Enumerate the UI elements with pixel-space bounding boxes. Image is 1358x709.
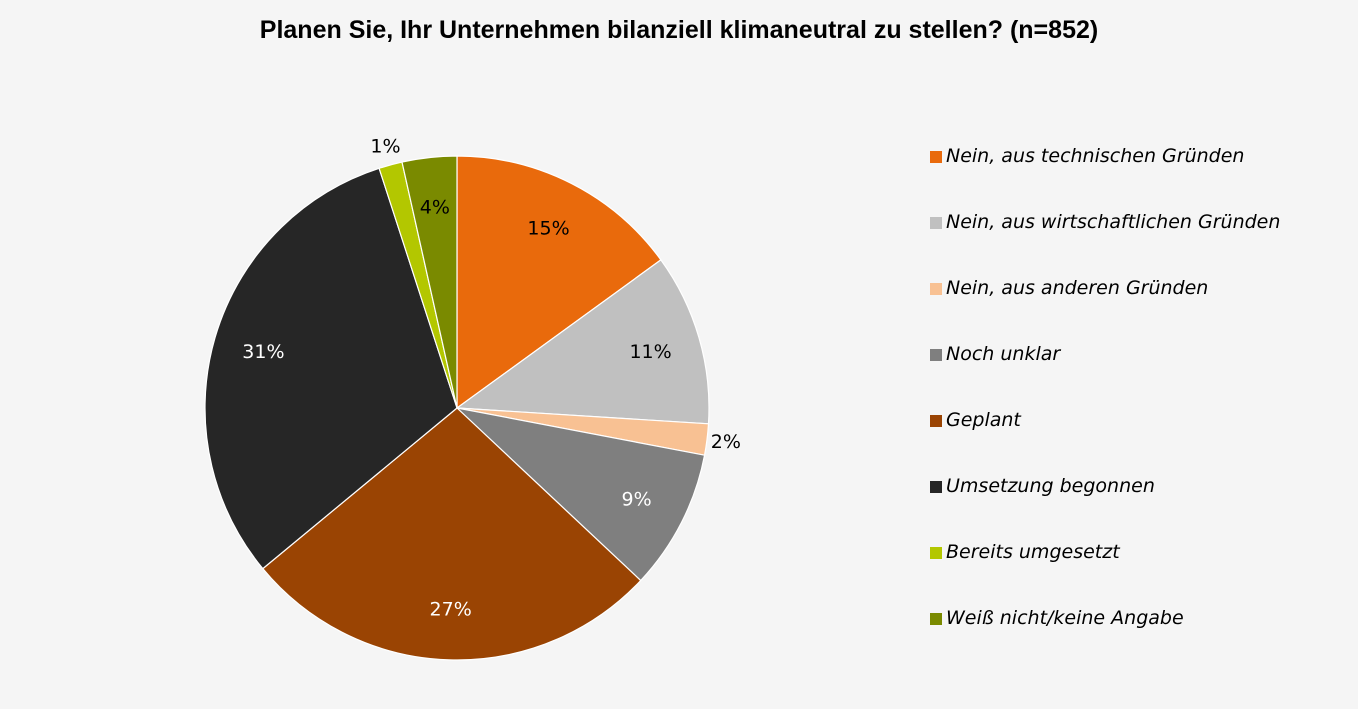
data-label-nein-aus-technischen-gruenden: 15%: [527, 217, 569, 239]
legend-swatch: [930, 283, 942, 295]
legend-label: Weiß nicht/keine Angabe: [946, 607, 1184, 629]
legend-swatch: [930, 217, 942, 229]
pie-slice-geplant: [261, 407, 642, 661]
legend-item-nein-aus-anderen-gruenden: Nein, aus anderen Gründen: [930, 274, 1350, 340]
legend-label: Nein, aus wirtschaftlichen Gründen: [946, 211, 1281, 233]
legend-item-nein-aus-technischen-gruenden: Nein, aus technischen Gründen: [930, 142, 1350, 208]
legend: Nein, aus technischen Gründen Nein, aus w…: [930, 142, 1350, 670]
pie-slice-nein-aus-technischen-gruenden: [456, 155, 662, 410]
legend-item-umsetzung-begonnen: Umsetzung begonnen: [930, 472, 1350, 538]
data-label-noch-unklar: 9%: [622, 489, 652, 511]
data-label-nein-aus-anderen-gruenden: 2%: [711, 431, 741, 453]
legend-swatch: [930, 481, 942, 493]
pie-slice-umsetzung-begonnen: [204, 167, 458, 570]
legend-swatch: [930, 151, 942, 163]
legend-swatch: [930, 349, 942, 361]
legend-item-noch-unklar: Noch unklar: [930, 340, 1350, 406]
legend-item-bereits-umgesetzt: Bereits umgesetzt: [930, 538, 1350, 604]
legend-label: Nein, aus technischen Gründen: [946, 145, 1245, 167]
legend-item-nein-aus-wirtschaftlichen-gruenden: Nein, aus wirtschaftlichen Gründen: [930, 208, 1350, 274]
pie-slice-noch-unklar: [455, 407, 706, 582]
legend-label: Noch unklar: [946, 343, 1061, 365]
legend-label: Nein, aus anderen Gründen: [946, 277, 1209, 299]
legend-label: Bereits umgesetzt: [946, 541, 1120, 563]
chart-title: Planen Sie, Ihr Unternehmen bilanziell k…: [259, 16, 1099, 44]
data-label-bereits-umgesetzt: 1%: [370, 136, 400, 158]
data-label-nein-aus-wirtschaftlichen-gruenden: 11%: [629, 341, 671, 363]
legend-item-geplant: Geplant: [930, 406, 1350, 472]
pie-data-labels: 15% 11% 2% 9% 27% 31% 1% 4%: [242, 136, 741, 621]
legend-swatch: [930, 547, 942, 559]
legend-swatch: [930, 415, 942, 427]
legend-label: Umsetzung begonnen: [946, 475, 1155, 497]
legend-item-weiss-nicht-keine-angabe: Weiß nicht/keine Angabe: [930, 604, 1350, 670]
data-label-weiss-nicht-keine-angabe: 4%: [420, 197, 450, 219]
legend-label: Geplant: [946, 409, 1021, 431]
pie-slices: [204, 155, 710, 661]
legend-swatch: [930, 613, 942, 625]
data-label-geplant: 27%: [430, 599, 472, 621]
data-label-umsetzung-begonnen: 31%: [242, 341, 284, 363]
pie-slice-nein-aus-wirtschaftlichen-gruenden: [455, 259, 710, 425]
pie-slice-weiss-nicht-keine-angabe: [401, 155, 458, 409]
